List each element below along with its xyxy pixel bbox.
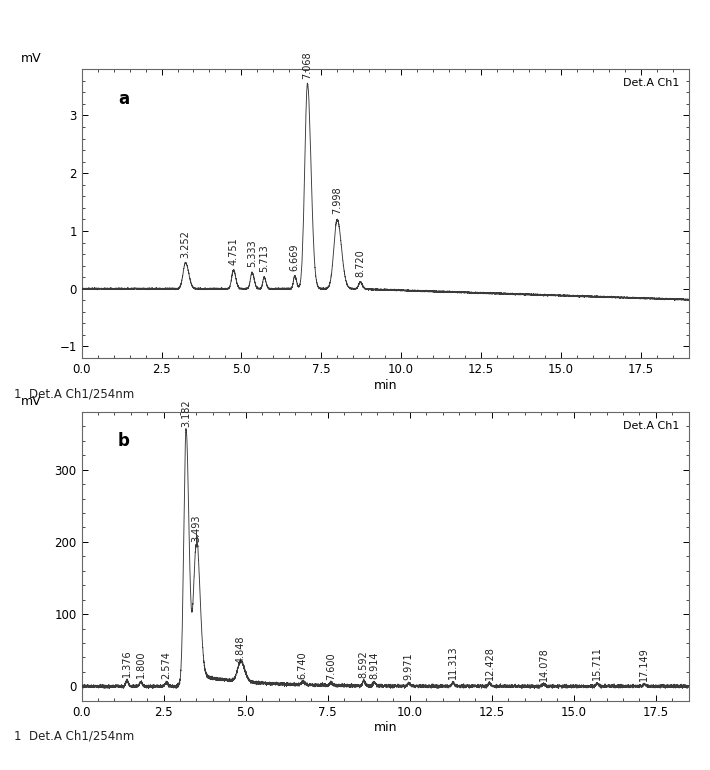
Text: 17.149: 17.149 — [640, 647, 650, 681]
Text: 3.182: 3.182 — [181, 399, 191, 427]
X-axis label: min: min — [373, 721, 397, 735]
Text: 8.914: 8.914 — [369, 651, 379, 679]
Text: 3.493: 3.493 — [191, 514, 201, 542]
Text: 9.971: 9.971 — [404, 652, 414, 680]
X-axis label: min: min — [373, 379, 397, 392]
Text: 5.713: 5.713 — [259, 244, 269, 272]
Text: a: a — [118, 89, 129, 108]
Text: mV: mV — [21, 52, 42, 65]
Text: 1  Det.A Ch1/254nm: 1 Det.A Ch1/254nm — [14, 387, 134, 400]
Text: mV: mV — [21, 395, 42, 408]
Text: Det.A Ch1: Det.A Ch1 — [623, 420, 679, 430]
Text: 2.574: 2.574 — [161, 651, 171, 679]
Text: 8.720: 8.720 — [355, 249, 365, 276]
Text: b: b — [118, 432, 130, 450]
Text: 1  Det.A Ch1/254nm: 1 Det.A Ch1/254nm — [14, 730, 134, 743]
Text: Det.A Ch1: Det.A Ch1 — [623, 78, 679, 88]
Text: 4.751: 4.751 — [229, 237, 239, 265]
Text: 7.068: 7.068 — [302, 51, 312, 79]
Text: 5.333: 5.333 — [247, 239, 257, 267]
Text: 1.376: 1.376 — [122, 649, 132, 677]
Text: 6.740: 6.740 — [297, 651, 308, 679]
Text: 7.998: 7.998 — [332, 186, 342, 214]
Text: 14.078: 14.078 — [539, 647, 549, 681]
Text: 12.428: 12.428 — [484, 646, 494, 680]
Text: 4.848: 4.848 — [236, 635, 246, 662]
Text: 6.669: 6.669 — [290, 243, 300, 271]
Text: 11.313: 11.313 — [448, 645, 458, 679]
Text: 15.711: 15.711 — [592, 646, 602, 680]
Text: 3.252: 3.252 — [180, 229, 190, 257]
Text: 1.800: 1.800 — [136, 651, 146, 678]
Text: 7.600: 7.600 — [326, 652, 336, 680]
Text: 8.592: 8.592 — [359, 650, 368, 678]
